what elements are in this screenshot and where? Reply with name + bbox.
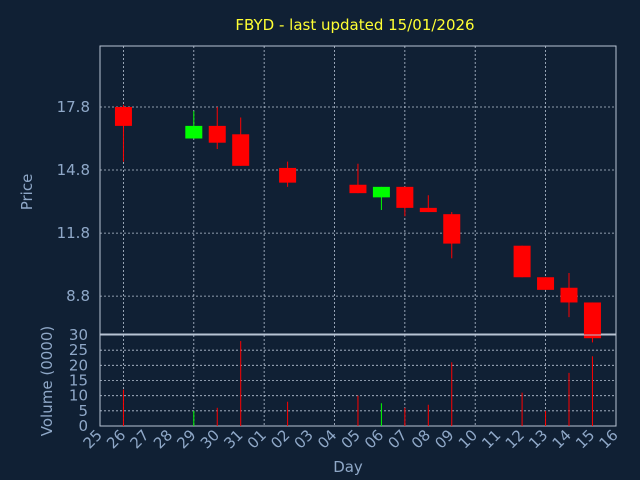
candle-body: [372, 186, 390, 198]
volume-tick-label: 15: [69, 372, 88, 390]
price-panel: 8.8 11.8 14.8 17.8: [57, 45, 617, 343]
x-tick-label: 01: [244, 426, 270, 452]
x-axis-ticks: 2526272829303101020304050607080910111213…: [80, 426, 622, 452]
candle-body: [208, 125, 226, 143]
candle-body: [279, 167, 297, 183]
x-tick-label: 30: [197, 426, 223, 452]
x-tick-label: 02: [267, 426, 293, 452]
x-tick-label: 10: [455, 426, 481, 452]
volume-tick-label: 20: [69, 356, 88, 374]
x-tick-label: 13: [525, 426, 551, 452]
volume-tick-label: 25: [69, 341, 88, 359]
candle-body: [349, 184, 367, 194]
x-tick-label: 29: [173, 426, 199, 452]
x-tick-label: 12: [502, 426, 528, 452]
candle-body: [419, 207, 437, 213]
x-tick-label: 04: [314, 426, 340, 452]
volume-axis-label: Volume (0000): [38, 326, 56, 436]
volume-tick-label: 5: [78, 402, 88, 420]
candle-body: [513, 245, 531, 278]
x-tick-label: 14: [549, 426, 575, 452]
x-tick-label: 06: [361, 426, 387, 452]
x-tick-label: 09: [431, 426, 457, 452]
candle-body: [560, 287, 578, 303]
price-tick-label: 17.8: [57, 98, 90, 116]
price-tick-label: 8.8: [66, 287, 90, 305]
candle-body: [537, 277, 555, 290]
candle-body: [185, 125, 203, 139]
x-axis-label: Day: [333, 458, 363, 476]
volume-tick-label: 30: [69, 326, 88, 344]
x-tick-label: 28: [150, 426, 176, 452]
candle-body: [396, 186, 414, 208]
x-tick-label: 26: [103, 426, 129, 452]
candle-body: [443, 214, 461, 244]
x-tick-label: 27: [126, 426, 152, 452]
candle-body: [583, 302, 601, 339]
x-tick-label: 11: [478, 426, 504, 452]
x-tick-label: 03: [291, 426, 317, 452]
price-tick-label: 11.8: [57, 224, 90, 242]
volume-tick-label: 0: [78, 417, 88, 435]
price-tick-label: 14.8: [57, 161, 90, 179]
candle-body: [232, 134, 250, 166]
x-tick-label: 16: [595, 426, 621, 452]
price-axis-label: Price: [18, 174, 36, 211]
volume-tick-label: 10: [69, 387, 88, 405]
chart-title: FBYD - last updated 15/01/2026: [235, 16, 474, 34]
x-tick-label: 05: [338, 426, 364, 452]
x-tick-label: 07: [384, 426, 410, 452]
x-tick-label: 08: [408, 426, 434, 452]
candle-body: [114, 106, 132, 126]
x-tick-label: 15: [572, 426, 598, 452]
x-tick-label: 31: [220, 426, 246, 452]
